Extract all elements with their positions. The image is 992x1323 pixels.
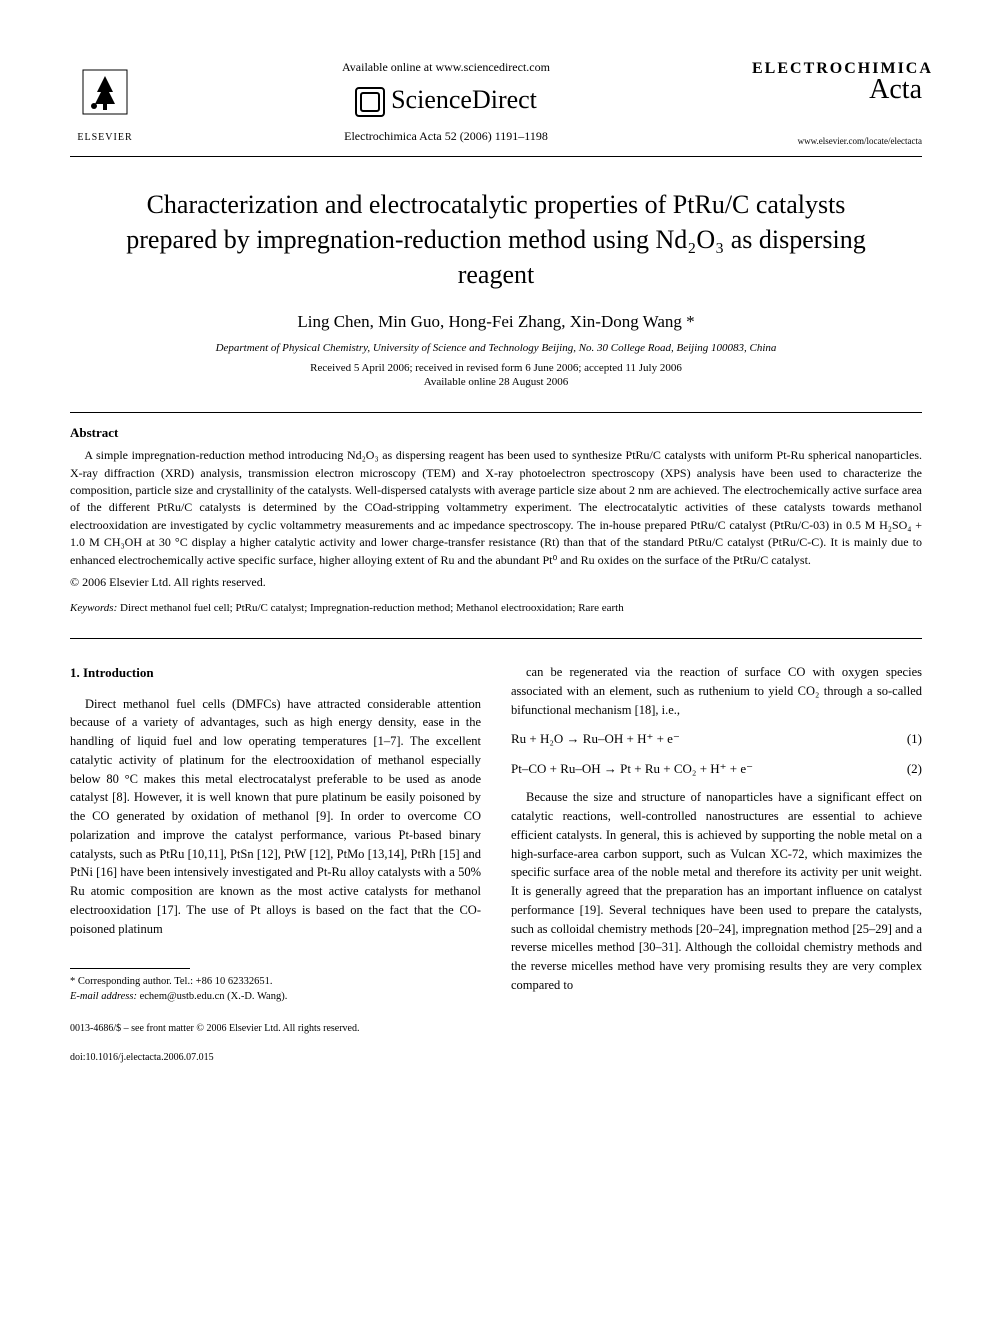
header-right: ELECTROCHIMICA Acta www.elsevier.com/loc… <box>752 60 922 146</box>
available-online-text: Available online at www.sciencedirect.co… <box>160 60 732 75</box>
abstract-text: A simple impregnation-reduction method i… <box>70 447 922 569</box>
footer-doi-line: doi:10.1016/j.electacta.2006.07.015 <box>70 1052 922 1063</box>
journal-reference: Electrochimica Acta 52 (2006) 1191–1198 <box>160 129 732 144</box>
equation-2-number: (2) <box>907 759 922 779</box>
intro-paragraph-2: can be regenerated via the reaction of s… <box>511 663 922 719</box>
elsevier-tree-icon <box>77 64 133 127</box>
keywords-line: Keywords: Direct methanol fuel cell; PtR… <box>70 602 922 614</box>
column-left: 1. Introduction Direct methanol fuel cel… <box>70 663 481 1005</box>
elsevier-logo <box>70 60 140 130</box>
journal-name-script: Acta <box>752 74 922 106</box>
rule-below-keywords <box>70 638 922 639</box>
received-dates: Received 5 April 2006; received in revis… <box>70 362 922 374</box>
email-label: E-mail address: <box>70 991 137 1002</box>
journal-url: www.elsevier.com/locate/electacta <box>752 136 922 146</box>
publisher-name: ELSEVIER <box>77 132 132 143</box>
equation-2-row: Pt–CO + Ru–OH → Pt + Ru + CO₂ + H⁺ + e⁻ … <box>511 759 922 779</box>
intro-paragraph-3: Because the size and structure of nanopa… <box>511 788 922 994</box>
column-right: can be regenerated via the reaction of s… <box>511 663 922 1005</box>
equation-2: Pt–CO + Ru–OH → Pt + Ru + CO₂ + H⁺ + e⁻ <box>511 759 753 779</box>
rule-above-abstract <box>70 412 922 413</box>
header-center: Available online at www.sciencedirect.co… <box>140 60 752 144</box>
article-title: Characterization and electrocatalytic pr… <box>110 187 882 292</box>
sciencedirect-icon <box>355 87 385 117</box>
article-page: ELSEVIER Available online at www.science… <box>0 0 992 1103</box>
abstract-heading: Abstract <box>70 425 922 441</box>
email-author: (X.-D. Wang). <box>227 991 287 1002</box>
sciencedirect-text: ScienceDirect <box>391 85 537 114</box>
online-date: Available online 28 August 2006 <box>70 376 922 388</box>
equation-1-row: Ru + H₂O → Ru–OH + H⁺ + e⁻ (1) <box>511 729 922 749</box>
section-heading-intro: 1. Introduction <box>70 663 481 683</box>
journal-header: ELSEVIER Available online at www.science… <box>70 60 922 157</box>
equation-1-number: (1) <box>907 729 922 749</box>
corresponding-author-footnote: * Corresponding author. Tel.: +86 10 623… <box>70 975 481 1004</box>
email-address[interactable]: echem@ustb.edu.cn <box>140 991 225 1002</box>
corresponding-line: * Corresponding author. Tel.: +86 10 623… <box>70 975 481 990</box>
sciencedirect-brand: ScienceDirect <box>160 85 732 117</box>
publisher-logo-block: ELSEVIER <box>70 60 140 143</box>
footnote-rule <box>70 968 190 969</box>
intro-paragraph-1: Direct methanol fuel cells (DMFCs) have … <box>70 695 481 939</box>
keywords-label: Keywords: <box>70 602 117 614</box>
body-columns: 1. Introduction Direct methanol fuel cel… <box>70 663 922 1005</box>
authors: Ling Chen, Min Guo, Hong-Fei Zhang, Xin-… <box>70 312 922 332</box>
equation-1: Ru + H₂O → Ru–OH + H⁺ + e⁻ <box>511 729 680 749</box>
abstract-copyright: © 2006 Elsevier Ltd. All rights reserved… <box>70 575 922 590</box>
affiliation: Department of Physical Chemistry, Univer… <box>70 342 922 354</box>
email-line: E-mail address: echem@ustb.edu.cn (X.-D.… <box>70 990 481 1005</box>
keywords-text: Direct methanol fuel cell; PtRu/C cataly… <box>120 602 624 614</box>
footer-issn-line: 0013-4686/$ – see front matter © 2006 El… <box>70 1023 922 1034</box>
